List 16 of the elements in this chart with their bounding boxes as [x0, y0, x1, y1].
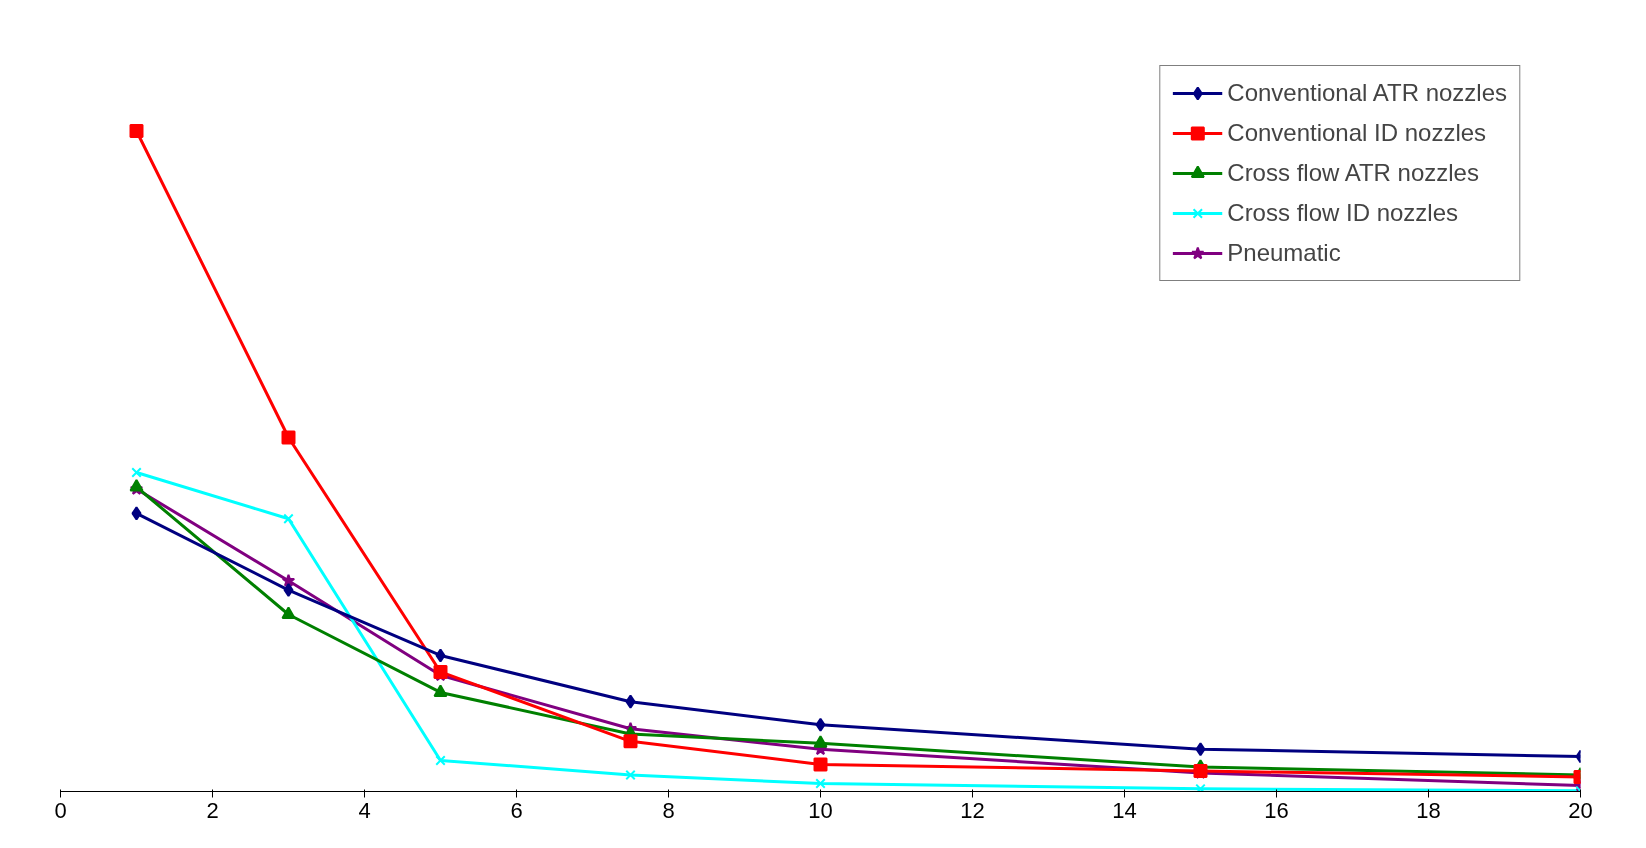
- x-tick-label: 4: [358, 797, 371, 823]
- legend-label: Cross flow ID nozzles: [1227, 198, 1459, 228]
- x-tick-label: 18: [1416, 797, 1441, 823]
- legend-label: Conventional ID nozzles: [1227, 118, 1487, 148]
- x-tick-label: 10: [808, 797, 833, 823]
- legend-label: Pneumatic: [1227, 238, 1341, 268]
- x-tick-label: 12: [960, 797, 985, 823]
- legend-label: Conventional ATR nozzles: [1227, 78, 1507, 108]
- x-tick-label: 14: [1112, 797, 1137, 823]
- legend-label: Cross flow ATR nozzles: [1227, 158, 1479, 188]
- x-tick-label: 16: [1264, 797, 1289, 823]
- x-tick-label: 20: [1568, 797, 1593, 823]
- x-tick-label: 6: [510, 797, 523, 823]
- x-tick-label: 2: [206, 797, 219, 823]
- x-tick-label: 8: [662, 797, 675, 823]
- x-tick-label: 0: [54, 797, 67, 823]
